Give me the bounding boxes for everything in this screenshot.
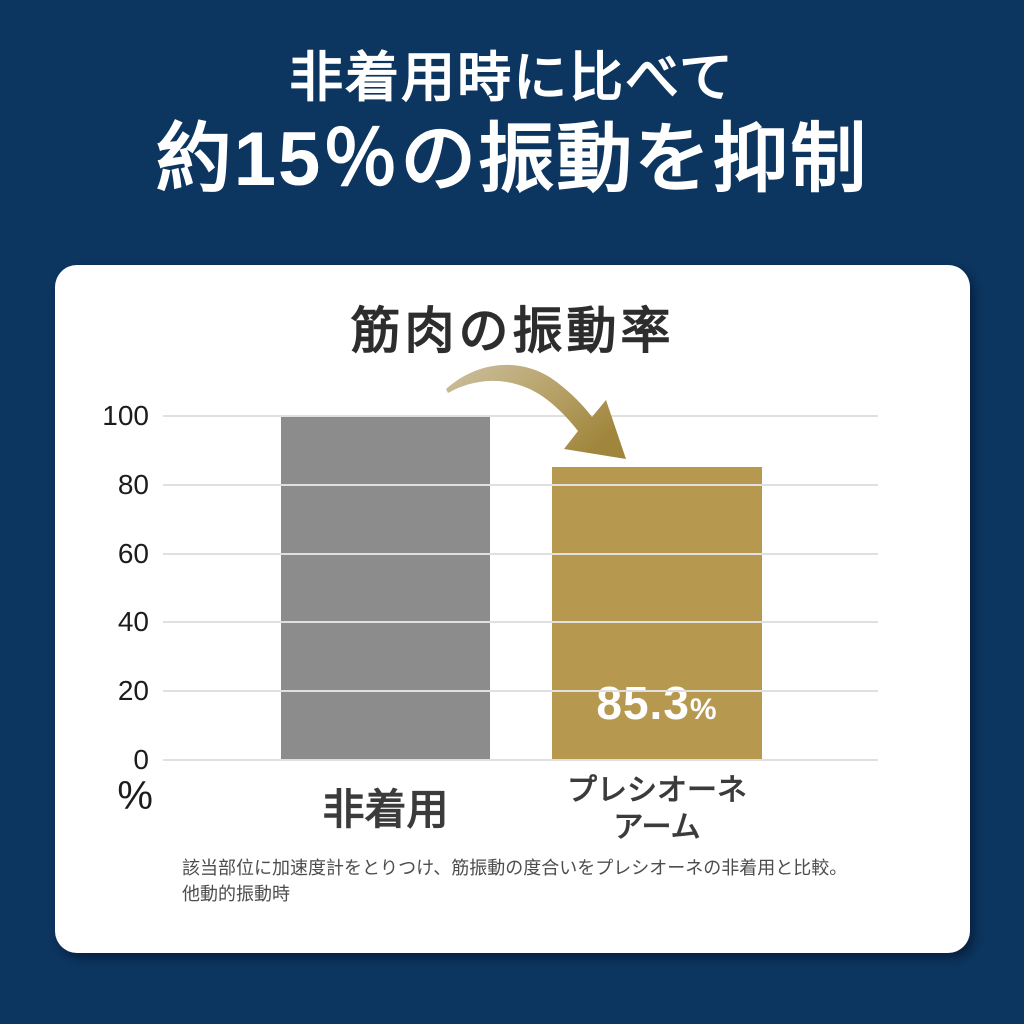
y-tick-label: 60 (117, 537, 149, 569)
footnote-line-2: 他動的振動時 (182, 884, 290, 904)
y-tick-label: 40 (117, 606, 149, 638)
y-tick-label: 0 (133, 744, 149, 775)
chart-title: 筋肉の振動率 (350, 303, 675, 359)
bar-prescione-arm: 85.3% (552, 466, 762, 760)
y-tick-label: 100 (102, 400, 149, 431)
bar-value-label: 85.3% (552, 676, 762, 730)
headline-line-2: 約15％の振動を抑制 (155, 117, 869, 202)
gridline (163, 415, 878, 417)
footnote-line-1: 該当部位に加速度計をとりつけ、筋振動の度合いをプレシオーネの非着用と比較。 (182, 858, 848, 878)
headline-line-1: 非着用時に比べて (289, 48, 735, 108)
gridline (163, 690, 878, 693)
headline: 非着用時に比べて 約15％の振動を抑制 (0, 44, 1024, 208)
y-tick-label: 20 (117, 675, 149, 707)
gridline (163, 759, 878, 761)
bar-non-wearing (281, 416, 490, 760)
y-tick-label: 80 (117, 468, 149, 500)
bar-value-number: 85.3 (596, 677, 690, 729)
footnote: 該当部位に加速度計をとりつけ、筋振動の度合いをプレシオーネの非着用と比較。 他動… (182, 855, 847, 907)
plot-area: 85.3% % 非着用 プレシオーネ アーム 100 80 60 40 20 0 (102, 400, 878, 844)
gridline (163, 621, 878, 624)
chart-card: 筋肉の振動率 85.3% % 非着用 プレシオーネ アーム 100 80 60 40 2… (55, 265, 970, 953)
gridline (163, 552, 878, 555)
decrease-arrow-icon (446, 364, 626, 459)
gridline (163, 483, 878, 486)
bar-value-unit: % (689, 693, 718, 726)
x-label-non-wearing: 非着用 (322, 786, 449, 833)
y-axis-unit-label: % (117, 774, 153, 818)
x-label-prescione-arm: プレシオーネ アーム (567, 774, 747, 844)
